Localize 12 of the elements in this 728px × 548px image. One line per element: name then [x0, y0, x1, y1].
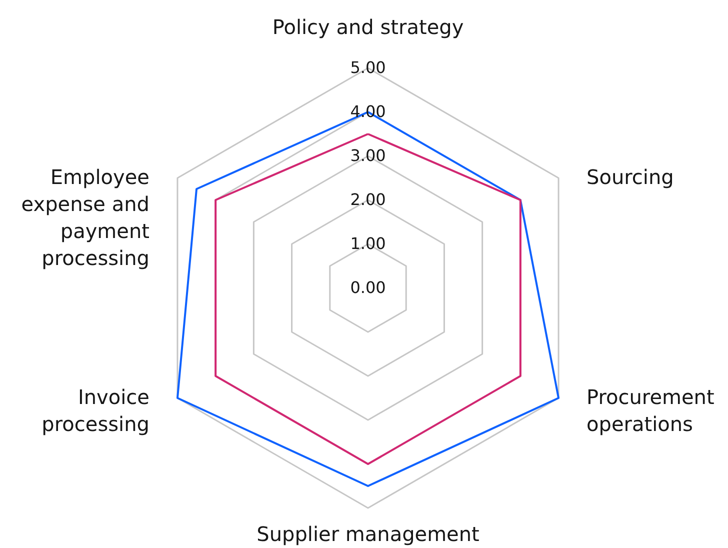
y-tick-label: 2.00: [350, 190, 386, 209]
spoke-label: Procurement operations: [586, 385, 714, 436]
spoke-label: Policy and strategy: [272, 15, 464, 39]
y-tick-label: 0.00: [350, 278, 386, 297]
spoke-label: Sourcing: [586, 165, 674, 189]
spoke-label: Supplier management: [256, 522, 480, 546]
y-tick-label: 1.00: [350, 234, 386, 253]
spoke-label: Invoice processing: [42, 385, 150, 436]
spoke-label: Employee expense and payment processing: [21, 165, 150, 270]
y-tick-label: 5.00: [350, 58, 386, 77]
y-tick-label: 3.00: [350, 146, 386, 165]
y-tick-label: 4.00: [350, 102, 386, 121]
